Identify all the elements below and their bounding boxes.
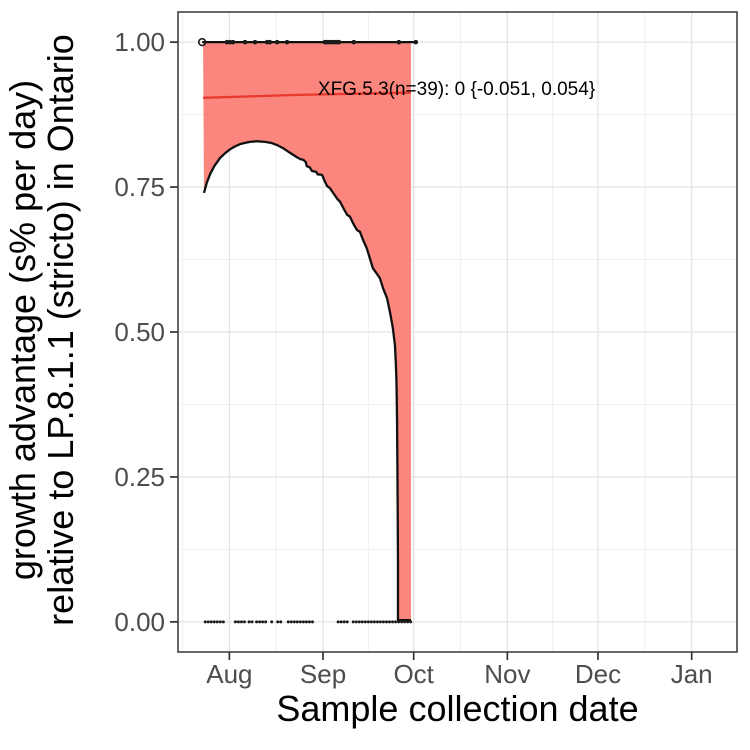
data-point-bottom bbox=[339, 620, 343, 624]
data-point-bottom bbox=[310, 620, 314, 624]
data-point-bottom bbox=[369, 620, 373, 624]
data-point-top bbox=[230, 39, 236, 45]
data-point-bottom bbox=[307, 620, 311, 624]
data-point-bottom bbox=[403, 620, 407, 624]
data-point-top bbox=[351, 39, 357, 45]
data-point-bottom bbox=[258, 620, 262, 624]
data-point-bottom bbox=[292, 620, 296, 624]
data-point-bottom bbox=[221, 620, 225, 624]
data-point-bottom bbox=[394, 620, 398, 624]
data-point-top bbox=[252, 39, 258, 45]
data-point-bottom bbox=[270, 620, 274, 624]
data-point-bottom bbox=[372, 620, 376, 624]
data-point-bottom bbox=[345, 620, 349, 624]
confidence-ribbon bbox=[203, 42, 411, 621]
data-point-bottom bbox=[298, 620, 302, 624]
y-tick-label: 0.00 bbox=[114, 607, 165, 637]
data-point-bottom bbox=[397, 620, 401, 624]
data-point-top bbox=[336, 39, 342, 45]
data-point-bottom bbox=[384, 620, 388, 624]
data-point-bottom bbox=[255, 620, 259, 624]
x-tick-label: Aug bbox=[206, 659, 252, 689]
data-point-bottom bbox=[400, 620, 404, 624]
data-point-top bbox=[274, 39, 280, 45]
open-circle-point bbox=[197, 37, 207, 47]
x-tick-label: Dec bbox=[575, 659, 621, 689]
data-point-bottom bbox=[276, 620, 280, 624]
data-point-bottom bbox=[375, 620, 379, 624]
data-point-bottom bbox=[354, 620, 358, 624]
y-tick-label: 1.00 bbox=[114, 27, 165, 57]
data-point-bottom bbox=[366, 620, 370, 624]
data-point-bottom bbox=[233, 620, 237, 624]
data-point-bottom bbox=[391, 620, 395, 624]
data-point-bottom bbox=[264, 620, 268, 624]
data-point-top bbox=[242, 39, 248, 45]
fit-line bbox=[203, 91, 411, 99]
y-axis-title: growth advantage (s% per day) relative t… bbox=[2, 34, 81, 626]
data-point-bottom bbox=[261, 620, 265, 624]
x-tick-label: Nov bbox=[484, 659, 530, 689]
data-point-top bbox=[413, 39, 419, 45]
data-point-bottom bbox=[295, 620, 299, 624]
data-point-bottom bbox=[360, 620, 364, 624]
data-point-bottom bbox=[242, 620, 246, 624]
data-point-bottom bbox=[289, 620, 293, 624]
x-tick-label: Oct bbox=[393, 659, 434, 689]
data-point-bottom bbox=[363, 620, 367, 624]
annotation-label: XFG.5.3(n=39): 0 {-0.051, 0.054} bbox=[317, 78, 596, 100]
data-point-bottom bbox=[351, 620, 355, 624]
data-point-bottom bbox=[381, 620, 385, 624]
data-point-top bbox=[396, 39, 402, 45]
data-point-bottom bbox=[203, 620, 207, 624]
data-point-bottom bbox=[209, 620, 213, 624]
x-tick-label: Jan bbox=[671, 659, 713, 689]
data-point-bottom bbox=[286, 620, 290, 624]
data-point-bottom bbox=[342, 620, 346, 624]
data-point-bottom bbox=[304, 620, 308, 624]
x-axis-title: Sample collection date bbox=[276, 688, 639, 729]
data-point-bottom bbox=[218, 620, 222, 624]
data-point-bottom bbox=[250, 620, 254, 624]
y-tick-label: 0.75 bbox=[114, 172, 165, 202]
data-point-bottom bbox=[206, 620, 210, 624]
data-point-bottom bbox=[236, 620, 240, 624]
data-point-bottom bbox=[301, 620, 305, 624]
data-point-bottom bbox=[279, 620, 283, 624]
y-tick-label: 0.50 bbox=[114, 317, 165, 347]
data-point-bottom bbox=[247, 620, 251, 624]
data-point-bottom bbox=[388, 620, 392, 624]
data-point-bottom bbox=[406, 620, 410, 624]
data-point-bottom bbox=[409, 620, 413, 624]
y-tick-label: 0.25 bbox=[114, 462, 165, 492]
data-point-bottom bbox=[215, 620, 219, 624]
data-point-top bbox=[284, 39, 290, 45]
data-point-bottom bbox=[357, 620, 361, 624]
data-point-bottom bbox=[336, 620, 340, 624]
data-point-bottom bbox=[212, 620, 216, 624]
data-point-bottom bbox=[378, 620, 382, 624]
data-point-bottom bbox=[239, 620, 243, 624]
data-point-top bbox=[267, 39, 273, 45]
lower-bound-curve bbox=[202, 140, 411, 622]
x-tick-label: Sep bbox=[300, 659, 346, 689]
